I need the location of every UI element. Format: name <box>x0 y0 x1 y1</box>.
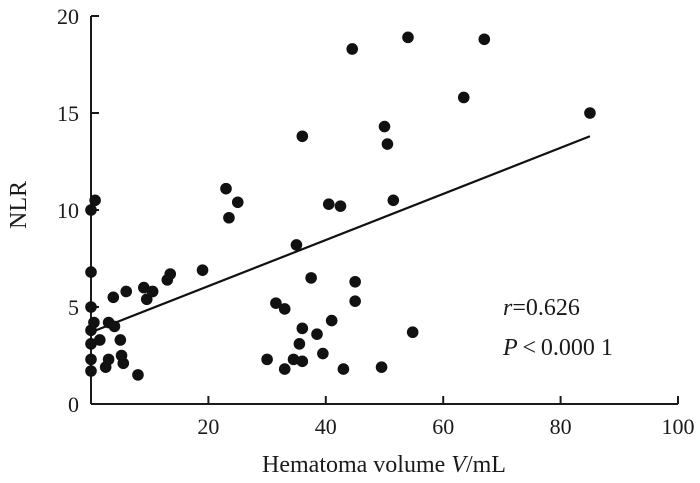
y-tick-label: 10 <box>57 198 79 223</box>
data-point <box>296 130 309 143</box>
data-point <box>196 264 209 276</box>
data-point <box>584 107 596 119</box>
data-point <box>117 357 130 370</box>
y-tick-label: 0 <box>68 392 79 417</box>
data-point <box>349 275 361 288</box>
data-point <box>406 326 419 339</box>
data-point <box>278 363 291 375</box>
x-axis-label-prefix: Hematoma volume <box>262 452 451 478</box>
data-point <box>346 43 359 55</box>
data-point <box>220 182 232 195</box>
data-point <box>223 211 235 224</box>
data-point <box>88 316 100 329</box>
data-point <box>89 194 101 207</box>
data-point <box>138 281 150 294</box>
data-point <box>290 239 303 251</box>
data-point <box>296 322 309 335</box>
data-point <box>94 334 106 346</box>
data-point <box>457 91 470 104</box>
data-point <box>375 361 388 373</box>
data-point <box>296 355 309 368</box>
data-point <box>402 31 414 44</box>
x-axis-label: Hematoma volume V/mL <box>262 452 506 478</box>
data-point <box>114 334 127 346</box>
data-point <box>85 338 97 350</box>
y-ticks-group: 0 5 10 15 20 <box>57 4 99 417</box>
data-point <box>349 295 361 307</box>
correlation-annotation: r=0.626 <box>503 295 580 321</box>
data-point <box>378 120 391 133</box>
data-point <box>305 272 317 284</box>
data-point <box>293 338 306 350</box>
data-point <box>387 194 400 207</box>
data-point <box>322 198 335 210</box>
data-point <box>85 266 97 278</box>
r-symbol: r <box>503 295 513 321</box>
data-point <box>278 303 291 315</box>
data-point <box>381 138 394 150</box>
data-point <box>85 204 97 216</box>
data-point <box>146 285 159 298</box>
data-point <box>334 200 347 212</box>
data-point <box>132 369 144 381</box>
data-points-group <box>85 31 596 381</box>
data-point <box>85 353 97 366</box>
r-value: =0.626 <box>512 295 580 321</box>
x-tick-label: 80 <box>550 414 572 439</box>
data-point <box>107 291 120 304</box>
y-tick-label: 5 <box>68 295 79 320</box>
y-tick-label: 15 <box>57 101 79 126</box>
data-point <box>478 33 491 46</box>
y-axis-label: NLR <box>6 181 32 229</box>
y-tick-label: 20 <box>57 4 79 29</box>
data-point <box>337 363 350 375</box>
data-point <box>164 268 177 280</box>
p-value: < 0.000 1 <box>518 335 613 361</box>
data-point <box>231 196 244 209</box>
x-axis-label-suffix: /mL <box>466 452 506 478</box>
regression-line <box>90 135 591 334</box>
data-point <box>325 314 338 327</box>
data-point <box>108 320 121 333</box>
data-point <box>102 353 115 366</box>
x-tick-label: 60 <box>432 414 454 439</box>
data-point <box>311 328 323 340</box>
x-tick-label: 20 <box>197 414 219 439</box>
p-symbol: P <box>502 335 518 361</box>
data-point <box>261 353 273 366</box>
x-tick-label: 40 <box>315 414 337 439</box>
x-ticks-group: 20 40 60 80 100 <box>90 396 695 439</box>
data-point <box>270 297 282 309</box>
p-value-annotation: P < 0.000 1 <box>502 335 613 361</box>
data-point <box>85 365 97 377</box>
data-point <box>120 285 133 298</box>
data-point <box>287 353 300 366</box>
data-point <box>85 301 97 313</box>
x-axis-label-variable: V <box>451 452 468 478</box>
data-point <box>317 347 329 360</box>
x-tick-label: 100 <box>662 414 695 439</box>
